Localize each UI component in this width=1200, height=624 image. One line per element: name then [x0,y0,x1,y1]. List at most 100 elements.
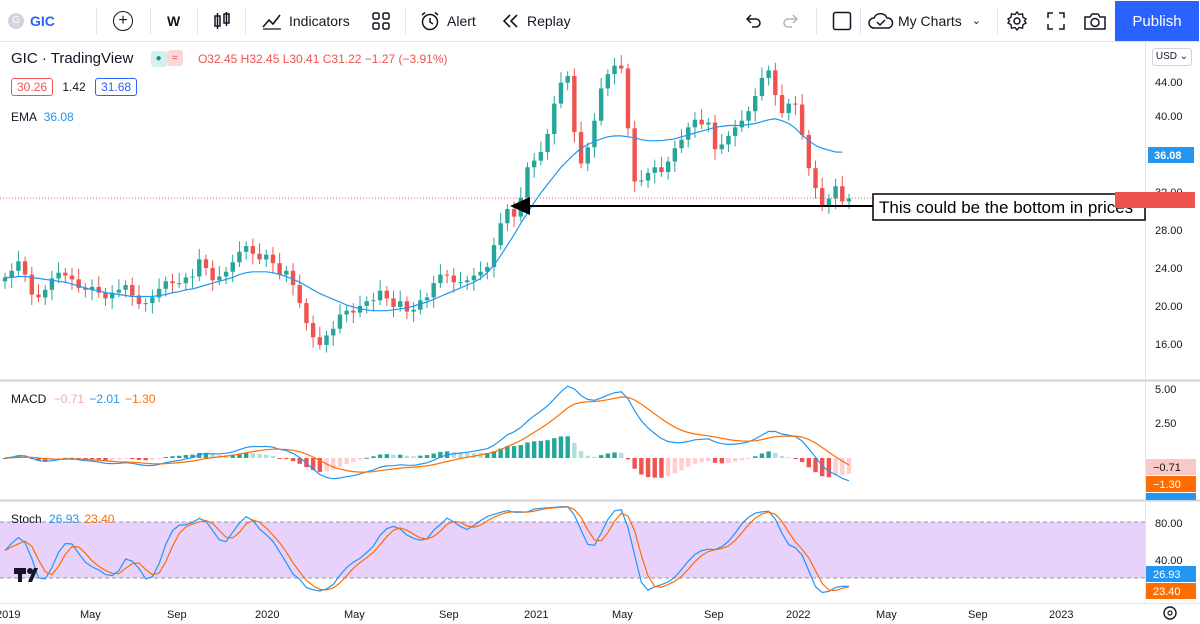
macd-histogram-bar [143,458,148,461]
candle-body [16,261,21,271]
chart-area[interactable]: This could be the bottom in prices 44.00… [0,42,1200,624]
candle-body [398,301,403,307]
candle-body [592,120,597,148]
compare-button[interactable]: + [113,0,133,42]
candle-body [56,272,61,279]
time-tick: May [344,609,365,621]
macd-histogram-bar [766,451,771,458]
candle-body [846,198,852,202]
macd-histogram-bar [820,458,825,477]
candle-body [364,301,369,306]
macd-histogram-bar [572,442,577,458]
my-charts-button[interactable]: My Charts ⌄ [868,0,981,42]
candle-body [217,276,222,281]
macd-axis[interactable]: 5.00 2.50 [1155,384,1176,430]
macd-tick: 2.50 [1155,418,1176,430]
macd-histogram-bar [498,448,503,458]
candle-body [458,282,463,284]
redo-icon [783,13,799,28]
divider [405,8,406,34]
candle-body [699,119,704,125]
candle-body [150,297,155,304]
time-settings-gear-icon[interactable] [1163,606,1177,620]
candle-body [250,246,256,254]
currency-label: USD [1155,51,1177,62]
symbol-search[interactable]: G GIC [8,0,55,42]
macd-histogram-bar [123,458,128,459]
macd-histogram-bar [518,445,523,458]
candle-body [739,120,745,128]
candle-body [391,298,396,307]
candle-body [652,167,657,173]
interval-button[interactable]: W [167,12,181,29]
stoch-axis[interactable]: 80.00 40.00 [1155,518,1183,567]
fullscreen-button[interactable] [1046,0,1066,42]
macd-histogram-bar [351,458,356,463]
candle-body [176,283,182,285]
time-tick: May [876,609,897,621]
macd-line-value: −2.01 [89,392,120,406]
macd-histogram-bar [739,458,745,461]
candle-body [625,68,631,129]
macd-histogram-bar [109,458,115,461]
candle-body [840,186,845,202]
settings-button[interactable] [1006,0,1028,42]
macd-histogram-bar [558,436,564,458]
macd-histogram-bar [197,452,202,458]
macd-histogram-bar [357,458,363,460]
candle-body [257,253,262,260]
candle-body [230,262,235,272]
macd-line [4,385,850,482]
macd-hist-tag-text: −0.71 [1153,462,1181,474]
undo-button[interactable] [744,0,762,42]
candle-body [598,88,604,121]
macd-histogram-bar [210,454,215,458]
publish-button[interactable]: Publish [1115,1,1199,41]
candle-body [210,267,215,281]
snapshot-button[interactable] [1083,0,1107,42]
macd-histogram-bar [290,458,296,462]
candle-body [264,254,269,260]
candle-body [109,292,115,299]
market-status-badge[interactable]: ● ≈ [150,50,183,67]
macd-histogram-bar [243,452,249,458]
candle-body [605,74,611,89]
candle-body [424,297,430,301]
candle-body [377,290,383,301]
stoch-k-tag [1146,566,1196,582]
macd-histogram-bar [237,453,242,458]
time-axis[interactable]: 2019 May Sep 2020 May Sep 2021 May Sep 2… [0,609,1073,621]
candle-body [786,103,791,114]
ema-price-tag-text: 36.08 [1154,150,1182,162]
chart-type-button[interactable] [212,0,232,42]
candle-body [558,82,564,104]
price-tick: 28.00 [1155,225,1183,237]
macd-histogram-bar [779,455,785,458]
ask-price[interactable]: 31.68 [95,78,138,96]
candle-body [103,292,108,299]
indicators-button[interactable]: Indicators [261,0,350,42]
templates-button[interactable] [371,0,391,42]
indicators-label: Indicators [289,12,350,29]
candle-body [49,278,55,290]
macd-histogram-bar [545,440,550,458]
bid-price[interactable]: 30.26 [11,78,54,96]
redo-button[interactable] [782,0,800,42]
candle-body [136,295,142,305]
layout-button[interactable] [832,0,852,42]
macd-histogram-bar [505,446,510,458]
currency-selector[interactable]: USD ⌄ [1152,48,1192,66]
camera-icon [1084,12,1106,30]
macd-histogram-bar [257,454,262,458]
replay-label: Replay [527,12,571,29]
candle-body [404,301,410,312]
replay-button[interactable]: Replay [501,0,571,42]
alert-button[interactable]: Alert [419,0,476,42]
macd-histogram-bar [337,458,343,467]
candle-body [585,147,590,164]
chart-canvas[interactable]: This could be the bottom in prices 44.00… [0,42,1200,624]
price-axis[interactable]: 44.00 40.00 32.00 28.00 24.00 20.00 16.0… [1155,77,1183,351]
macd-histogram-bar [692,458,698,464]
macd-histogram-bar [76,458,81,459]
macd-histogram-bar [746,458,751,459]
